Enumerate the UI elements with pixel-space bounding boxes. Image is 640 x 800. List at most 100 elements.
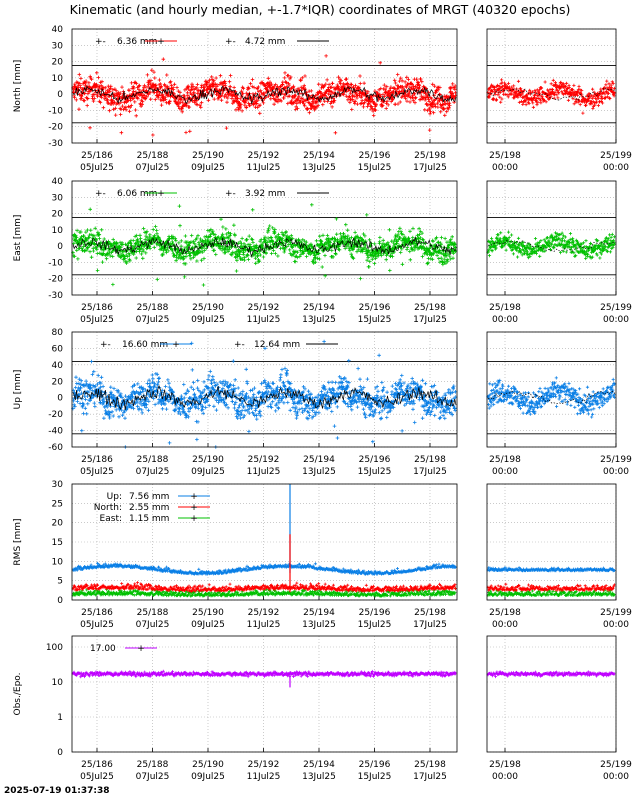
x-tick-label-week: 25/192	[248, 303, 280, 313]
up-median-line	[72, 385, 457, 411]
x-tick-label-date: 05Jul25	[80, 467, 114, 477]
x-tick-label-date: 15Jul25	[358, 620, 392, 630]
x-tick-label-date: 07Jul25	[136, 315, 170, 325]
x-tick-label-week: 25/198	[414, 151, 446, 161]
y-tick-label: 20	[52, 519, 64, 529]
north-scatter-zoom	[486, 78, 617, 115]
y-axis-label: Up [mm]	[13, 370, 23, 410]
east-main-frame	[71, 180, 458, 296]
x-tick-label-date: 05Jul25	[80, 772, 114, 782]
x-tick-label-date: 07Jul25	[136, 163, 170, 173]
y-tick-label: -20	[48, 275, 63, 285]
x-tick-label-date: 00:00	[492, 467, 518, 477]
y-axis-label: North [mm]	[13, 60, 23, 113]
x-tick-label-date: 15Jul25	[358, 772, 392, 782]
obs-main-frame	[71, 635, 458, 753]
y-tick-label: 10	[52, 678, 64, 688]
north-main-frame	[71, 28, 458, 144]
x-tick-label-date: 13Jul25	[302, 467, 336, 477]
x-tick-label-date: 17Jul25	[413, 467, 447, 477]
y-tick-label: 100	[46, 643, 63, 653]
y-tick-label: -10	[48, 258, 63, 268]
legend-marker: +	[190, 492, 198, 502]
x-tick-label-date: 15Jul25	[358, 467, 392, 477]
x-tick-label-date: 11Jul25	[247, 772, 281, 782]
legend-label: 2.55 mm	[129, 503, 169, 513]
x-tick-label-week: 25/194	[303, 151, 335, 161]
x-tick-label-week: 25/192	[248, 151, 280, 161]
x-tick-label-week: 25/196	[359, 303, 391, 313]
y-tick-label: 10	[52, 557, 64, 567]
legend-label: 6.06 mm	[117, 189, 157, 199]
legend-marker: +-	[100, 340, 111, 350]
x-tick-label-week: 25/198	[489, 455, 521, 465]
legend-label: 17.00	[90, 644, 116, 654]
x-tick-label-date: 15Jul25	[358, 163, 392, 173]
x-tick-label-week: 25/188	[137, 760, 169, 770]
rms-main-frame	[71, 483, 458, 601]
x-tick-label-date: 15Jul25	[358, 315, 392, 325]
x-tick-label-date: 09Jul25	[191, 772, 225, 782]
legend-marker: +-	[95, 189, 106, 199]
east-scatter-zoom	[486, 230, 617, 261]
y-tick-label: 30	[52, 193, 64, 203]
x-tick-label-week: 25/188	[137, 608, 169, 618]
x-tick-label-date: 00:00	[492, 772, 518, 782]
x-tick-label-date: 07Jul25	[136, 620, 170, 630]
x-tick-label-week: 25/190	[192, 151, 224, 161]
x-tick-label-week: 25/199	[600, 151, 632, 161]
rms-series	[71, 581, 457, 593]
y-tick-label: -30	[48, 291, 63, 301]
x-tick-label-week: 25/198	[489, 760, 521, 770]
x-tick-label-week: 25/198	[414, 608, 446, 618]
x-tick-label-date: 17Jul25	[413, 163, 447, 173]
y-tick-label: 20	[52, 377, 64, 387]
obs-scatter-zoom	[486, 670, 616, 679]
x-tick-label-date: 11Jul25	[247, 315, 281, 325]
x-tick-label-week: 25/196	[359, 760, 391, 770]
x-tick-label-week: 25/199	[600, 760, 632, 770]
x-tick-label-week: 25/198	[489, 151, 521, 161]
legend-marker: +	[157, 37, 165, 47]
legend-label: 4.72 mm	[245, 37, 285, 47]
x-tick-label-date: 13Jul25	[302, 772, 336, 782]
y-tick-label: 20	[52, 58, 64, 68]
y-tick-label: 15	[52, 538, 63, 548]
legend-marker: +	[190, 503, 198, 513]
legend-marker: +	[172, 340, 180, 350]
legend-marker: +-	[225, 189, 236, 199]
x-tick-label-date: 13Jul25	[302, 163, 336, 173]
legend-label: 16.60 mm	[122, 340, 168, 350]
rms-series-zoom	[486, 587, 616, 597]
x-tick-label-date: 17Jul25	[413, 772, 447, 782]
x-tick-label-week: 25/194	[303, 303, 335, 313]
legend-marker: +-	[225, 37, 236, 47]
east-median-line	[72, 235, 457, 258]
legend-marker: +	[137, 644, 145, 654]
x-tick-label-date: 05Jul25	[80, 315, 114, 325]
y-axis-label: East [mm]	[13, 215, 23, 262]
x-tick-label-date: 07Jul25	[136, 772, 170, 782]
y-tick-label: -20	[48, 410, 63, 420]
legend-label: 12.64 mm	[254, 340, 300, 350]
x-tick-label-date: 13Jul25	[302, 315, 336, 325]
legend-series-name: East:	[100, 514, 122, 524]
legend-series-name: North:	[94, 503, 122, 513]
x-tick-label-date: 07Jul25	[136, 467, 170, 477]
x-tick-label-date: 00:00	[492, 620, 518, 630]
x-tick-label-week: 25/192	[248, 455, 280, 465]
y-tick-label: -10	[48, 106, 63, 116]
y-tick-label: 1	[57, 713, 63, 723]
chart-title: Kinematic (and hourly median, +-1.7*IQR)…	[69, 2, 571, 17]
up-scatter-zoom	[486, 376, 617, 419]
x-tick-label-week: 25/186	[81, 455, 113, 465]
x-tick-label-date: 09Jul25	[191, 620, 225, 630]
y-tick-label: 40	[52, 177, 64, 187]
x-tick-label-week: 25/188	[137, 303, 169, 313]
x-tick-label-date: 00:00	[603, 467, 629, 477]
y-tick-label: 30	[52, 41, 64, 51]
legend-marker: +-	[95, 37, 106, 47]
x-tick-label-week: 25/190	[192, 608, 224, 618]
y-tick-label: 20	[52, 210, 64, 220]
